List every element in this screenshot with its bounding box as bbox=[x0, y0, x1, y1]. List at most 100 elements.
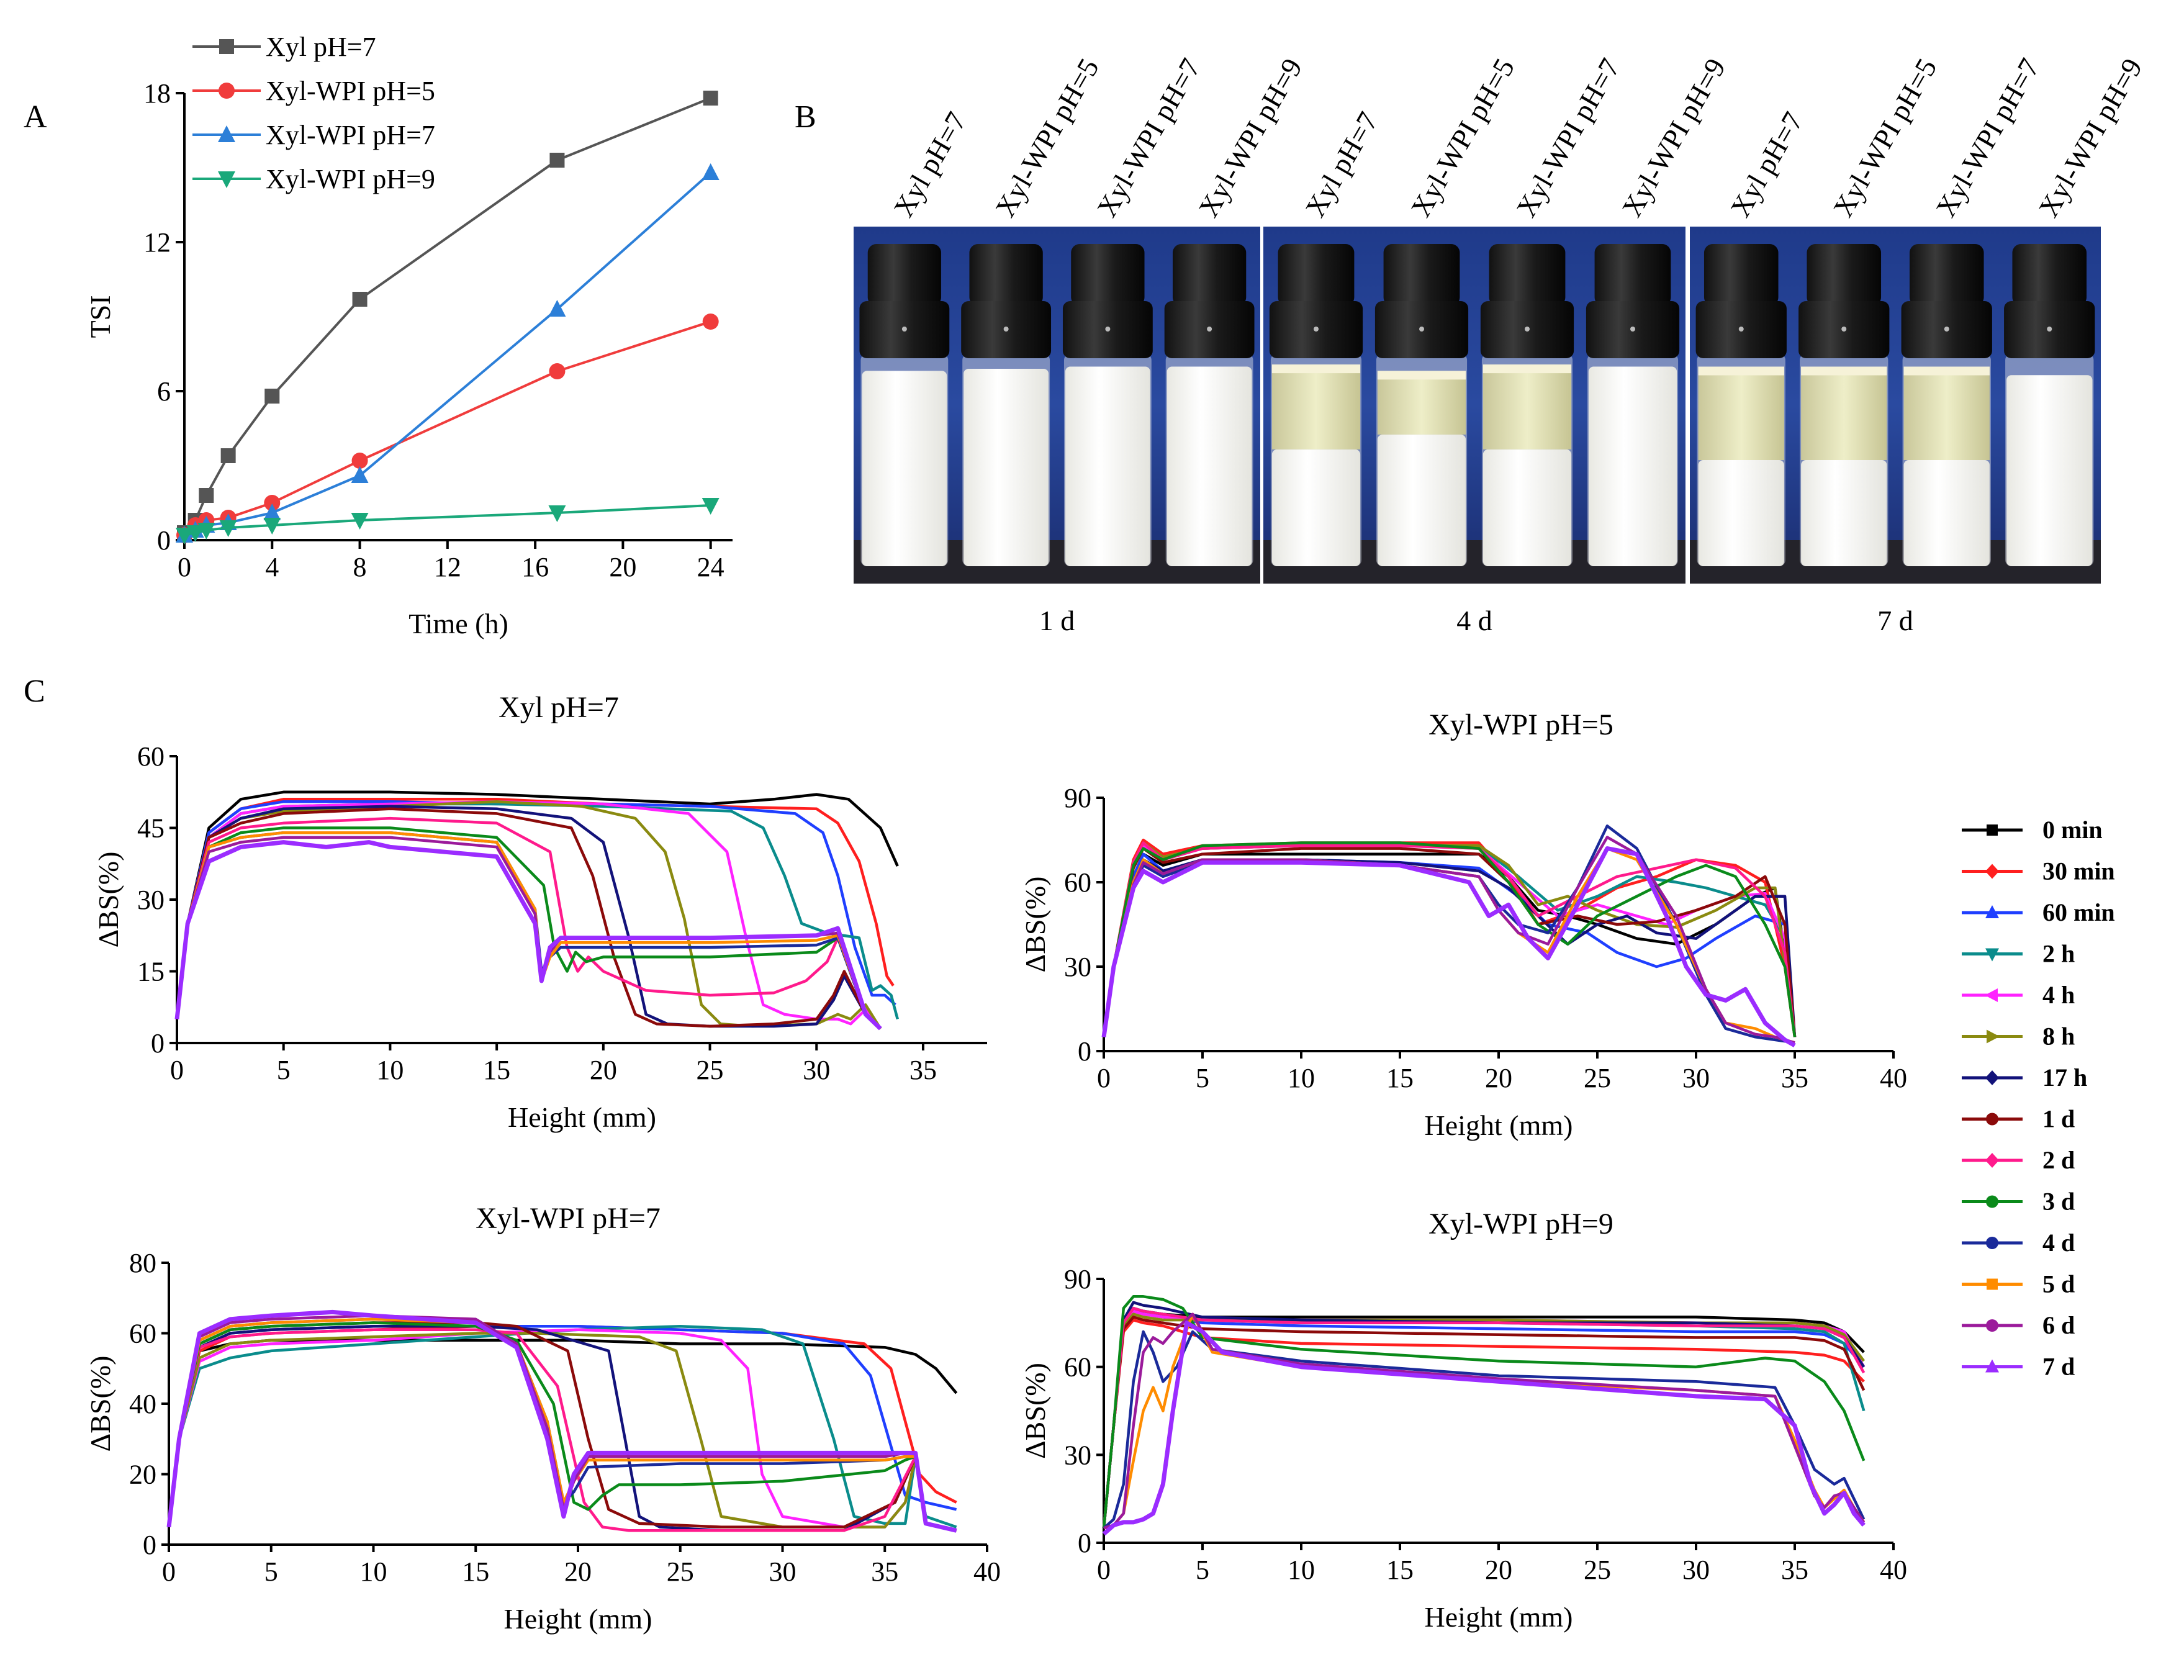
vial-cap-top bbox=[1807, 244, 1882, 306]
x-tick-label: 20 bbox=[564, 1556, 592, 1587]
y-tick-label: 15 bbox=[137, 957, 165, 987]
vial-photo-1 bbox=[854, 227, 1260, 584]
x-tick-label: 35 bbox=[1781, 1063, 1808, 1093]
bs-curve bbox=[175, 831, 882, 1030]
emulsion-layer bbox=[2006, 375, 2093, 566]
bs-curve bbox=[1102, 836, 1795, 1044]
x-tick-label: 5 bbox=[277, 1055, 291, 1085]
bs-curve bbox=[1102, 1312, 1866, 1529]
vial-column-label: Xyl-WPI pH=7 bbox=[1091, 53, 1207, 222]
vial-column-label: Xyl-WPI pH=9 bbox=[1615, 53, 1731, 222]
y-tick-label: 80 bbox=[129, 1248, 156, 1278]
bs-curve bbox=[1102, 852, 1797, 1037]
x-tick-label: 5 bbox=[1196, 1555, 1209, 1585]
bs-curve bbox=[175, 800, 896, 1019]
cream-layer bbox=[1482, 364, 1572, 374]
vial-column-label: Xyl pH=7 bbox=[887, 107, 972, 222]
serum-layer bbox=[1698, 366, 1784, 460]
y-tick-label: 30 bbox=[1064, 1440, 1091, 1470]
x-tick-label: 5 bbox=[264, 1556, 278, 1587]
vial-cap-top bbox=[1172, 244, 1247, 306]
tsi-x-tick-label: 8 bbox=[353, 552, 367, 582]
emulsion-layer bbox=[1801, 460, 1887, 566]
cream-layer bbox=[1801, 366, 1887, 376]
emulsion-layer bbox=[1698, 460, 1784, 566]
x-tick-label: 0 bbox=[1097, 1555, 1111, 1585]
legend-marker bbox=[1985, 988, 1998, 1002]
bs-curve bbox=[167, 1321, 957, 1532]
legend-label: 60 min bbox=[2042, 898, 2115, 926]
legend-label: 5 d bbox=[2042, 1270, 2075, 1298]
legend-marker bbox=[1986, 1237, 1998, 1249]
y-tick-label: 60 bbox=[137, 741, 165, 772]
legend-label: 3 d bbox=[2042, 1188, 2075, 1216]
x-tick-label: 35 bbox=[871, 1556, 898, 1587]
cap-dot bbox=[1630, 327, 1635, 332]
cap-dot bbox=[1419, 327, 1424, 332]
legend-label: Xyl-WPI pH=9 bbox=[266, 164, 435, 194]
x-tick-label: 40 bbox=[1880, 1555, 1907, 1585]
tsi-data-point bbox=[220, 448, 236, 463]
y-axis-label: ΔBS(%) bbox=[93, 852, 124, 948]
vial-cap-top bbox=[1278, 244, 1355, 306]
vial bbox=[2004, 244, 2095, 566]
legend-marker bbox=[1985, 948, 1999, 962]
x-tick-label: 25 bbox=[1584, 1063, 1611, 1093]
day-label: 7 d bbox=[1877, 605, 1913, 636]
bs-curve bbox=[1102, 1306, 1865, 1529]
bs-curve bbox=[1102, 841, 1797, 1037]
legend-label: 4 h bbox=[2042, 981, 2075, 1009]
tsi-data-point bbox=[702, 498, 720, 515]
tsi-y-tick-label: 0 bbox=[157, 525, 171, 556]
panel-letter-a: A bbox=[24, 99, 47, 135]
cap-dot bbox=[1003, 327, 1009, 332]
legend-marker bbox=[218, 125, 235, 142]
bs-curve bbox=[167, 1317, 957, 1532]
tsi-series-line bbox=[184, 171, 712, 536]
x-tick-label: 20 bbox=[1485, 1063, 1512, 1093]
bs-chart-xyl-ph7: Xyl pH=7 0 15 30 45 60 0 5 10 15 20 25 30 35 Height (m… bbox=[93, 691, 987, 1133]
bs-curve bbox=[1102, 1295, 1866, 1529]
tsi-data-point bbox=[702, 163, 720, 180]
tsi-data-point bbox=[186, 525, 204, 542]
x-tick-label: 40 bbox=[1880, 1063, 1907, 1093]
vial-cap-top bbox=[1703, 244, 1779, 306]
legend-label: 2 h bbox=[2042, 940, 2075, 968]
bs-curve bbox=[1102, 1309, 1866, 1529]
legend-marker bbox=[1987, 1029, 2000, 1044]
y-tick-label: 40 bbox=[129, 1389, 156, 1419]
legend-marker bbox=[1985, 1070, 1999, 1085]
legend-label: 6 d bbox=[2042, 1311, 2075, 1339]
tsi-data-point bbox=[197, 523, 215, 540]
vial bbox=[1164, 244, 1255, 566]
x-tick-label: 30 bbox=[803, 1055, 830, 1085]
vial-cap-top bbox=[1489, 244, 1566, 306]
bs-curve bbox=[175, 800, 882, 1030]
legend-marker bbox=[1987, 1278, 1998, 1290]
cream-layer bbox=[1698, 366, 1784, 376]
bs-curve bbox=[175, 826, 882, 1030]
legend-label: 2 d bbox=[2042, 1146, 2075, 1174]
x-tick-label: 5 bbox=[1196, 1063, 1209, 1093]
bs-curve bbox=[1102, 1321, 1866, 1536]
legend-label: Xyl-WPI pH=7 bbox=[266, 120, 435, 150]
x-tick-label: 40 bbox=[973, 1556, 1001, 1587]
y-tick-label: 0 bbox=[1078, 1528, 1091, 1558]
emulsion-layer bbox=[1588, 366, 1677, 566]
bs-curve bbox=[175, 790, 899, 1019]
vial-column-label: Xyl-WPI pH=7 bbox=[1510, 53, 1626, 222]
tsi-x-tick-label: 16 bbox=[521, 552, 549, 582]
x-tick-label: 15 bbox=[1386, 1555, 1414, 1585]
x-tick-label: 35 bbox=[909, 1055, 937, 1085]
bs-curve bbox=[1102, 844, 1797, 1037]
legend-label: 1 d bbox=[2042, 1105, 2075, 1133]
legend-marker bbox=[1985, 1359, 1999, 1373]
tsi-data-point bbox=[549, 363, 566, 379]
legend-marker bbox=[219, 39, 234, 54]
serum-layer bbox=[1903, 366, 1990, 460]
tsi-y-tick-label: 12 bbox=[143, 227, 171, 258]
cap-dot bbox=[1314, 327, 1319, 332]
y-axis-label: ΔBS(%) bbox=[84, 1356, 116, 1452]
bs-curve bbox=[1102, 1316, 1866, 1529]
